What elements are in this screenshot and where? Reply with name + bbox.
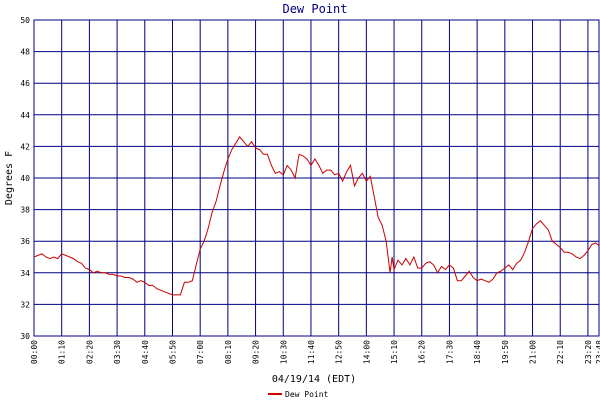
x-tick-label: 15:10 [390,340,399,364]
dew-point-series-line [33,136,600,296]
x-tick-label: 08:10 [224,340,233,364]
y-tick-label: 36 [20,237,30,246]
x-tick-label: 21:00 [529,340,538,364]
y-tick-label: 50 [20,16,30,25]
series-layer [33,136,600,296]
x-tick-label: 04:40 [141,340,150,364]
x-tick-label: 02:20 [85,340,94,364]
y-tick-label: 30 [20,332,30,341]
x-tick-label: 23:20 [584,340,593,364]
y-tick-label: 40 [20,174,30,183]
y-tick-label: 44 [20,111,30,120]
x-tick-label: 17:30 [445,340,454,364]
y-tick-label: 38 [20,206,30,215]
y-tick-labels: 30 32 34 36 38 40 42 44 46 48 50 [20,16,30,341]
y-tick-label: 32 [20,300,30,309]
x-tick-label: 01:10 [58,340,67,364]
x-axis-label: 04/19/14 (EDT) [272,374,356,385]
x-tick-label: 12:50 [335,340,344,364]
grid-layer [33,19,600,337]
x-tick-label: 00:00 [30,340,39,364]
x-tick-label: 19:50 [501,340,510,364]
x-tick-label: 14:00 [362,340,371,364]
y-tick-label: 46 [20,79,30,88]
y-tick-label: 42 [20,142,30,151]
x-tick-label: 18:40 [473,340,482,364]
y-tick-label: 48 [20,48,30,57]
y-tick-label: 34 [20,269,30,278]
legend-label: Dew Point [285,390,329,399]
x-tick-label: 16:20 [418,340,427,364]
x-tick-label: 03:30 [113,340,122,364]
x-tick-label: 10:30 [279,340,288,364]
x-tick-label: 23:48 [595,340,600,364]
chart-title: Dew Point [282,2,347,16]
x-tick-label: 22:10 [556,340,565,364]
y-axis-label: Degrees F [4,151,15,205]
plot-frame [33,19,600,337]
legend: Dew Point [268,390,329,399]
x-tick-label: 07:00 [196,340,205,364]
x-tick-labels: 00:00 01:10 02:20 03:30 04:40 05:50 07:00 08:10… [30,340,600,364]
x-tick-label: 09:20 [252,340,261,364]
x-tick-label: 05:50 [168,340,177,364]
x-tick-label: 11:40 [307,340,316,364]
